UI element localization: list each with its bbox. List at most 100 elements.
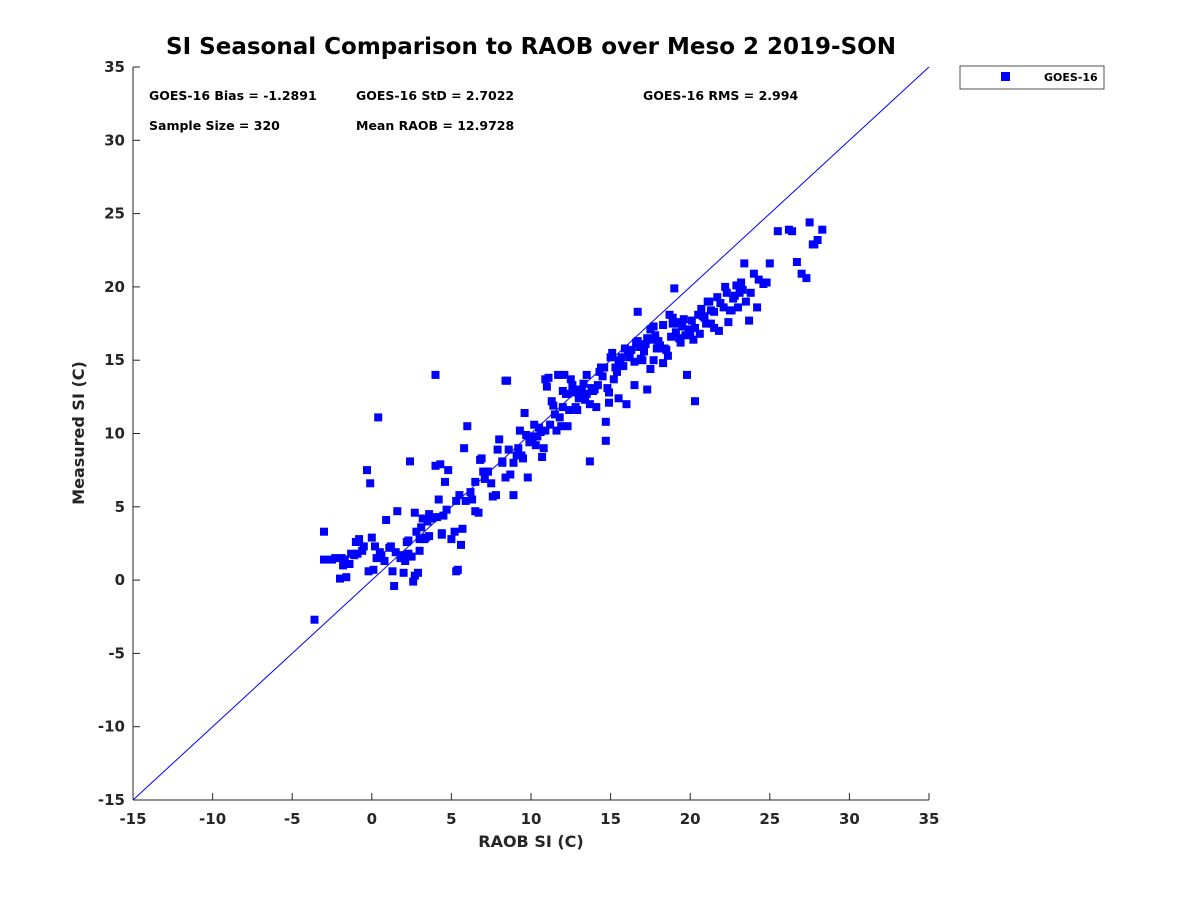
data-point bbox=[484, 467, 492, 476]
stat-rms: GOES-16 RMS = 2.994 bbox=[643, 88, 798, 103]
data-point bbox=[738, 285, 747, 294]
data-point bbox=[536, 428, 545, 436]
data-point bbox=[479, 467, 488, 476]
data-point bbox=[342, 573, 351, 582]
data-point bbox=[547, 397, 556, 406]
chart-title: SI Seasonal Comparison to RAOB over Meso… bbox=[166, 34, 896, 60]
data-point bbox=[706, 306, 715, 315]
data-point bbox=[617, 353, 626, 362]
data-point bbox=[393, 507, 402, 516]
data-point bbox=[345, 560, 354, 568]
y-tick-label: 0 bbox=[115, 571, 125, 589]
data-point bbox=[613, 367, 621, 376]
data-point bbox=[713, 293, 722, 302]
data-point bbox=[372, 554, 381, 563]
x-ticks: -15 -10 -5 0 5 10 15 20 25 30 35 bbox=[119, 793, 939, 828]
data-point bbox=[339, 561, 348, 570]
data-point bbox=[533, 432, 542, 441]
data-point bbox=[667, 332, 676, 341]
data-point bbox=[698, 312, 707, 321]
data-point bbox=[558, 403, 567, 412]
x-tick-label: 15 bbox=[600, 810, 621, 828]
x-tick-label: 10 bbox=[521, 810, 542, 828]
data-point bbox=[463, 422, 472, 431]
data-point bbox=[625, 353, 634, 362]
y-ticks: -15 -10 -5 0 5 10 15 20 25 30 35 bbox=[98, 58, 140, 809]
data-point bbox=[457, 540, 465, 549]
data-point bbox=[676, 338, 685, 347]
data-point bbox=[710, 323, 719, 332]
data-point bbox=[654, 337, 663, 346]
data-point bbox=[577, 385, 586, 394]
data-point bbox=[585, 457, 594, 466]
y-tick-label: 15 bbox=[104, 351, 125, 369]
data-point bbox=[358, 546, 367, 555]
data-point bbox=[441, 477, 449, 486]
y-tick-label: 5 bbox=[115, 498, 125, 516]
data-point bbox=[695, 329, 704, 338]
x-tick-label: 20 bbox=[680, 810, 701, 828]
data-point bbox=[649, 322, 658, 331]
data-point bbox=[714, 326, 723, 335]
data-point bbox=[734, 303, 742, 312]
data-point bbox=[730, 291, 739, 300]
data-point bbox=[514, 444, 523, 453]
data-point bbox=[437, 530, 446, 539]
data-point bbox=[668, 313, 677, 322]
data-point bbox=[399, 568, 408, 577]
data-point bbox=[320, 555, 328, 564]
data-point bbox=[716, 299, 725, 307]
stat-mean-raob: Mean RAOB = 12.9728 bbox=[356, 118, 514, 133]
data-point bbox=[542, 382, 551, 391]
data-point bbox=[582, 389, 591, 398]
x-tick-label: 30 bbox=[839, 810, 860, 828]
data-point bbox=[611, 363, 620, 372]
data-point bbox=[581, 395, 590, 404]
data-point bbox=[563, 422, 572, 431]
data-point bbox=[402, 538, 411, 546]
data-point bbox=[544, 373, 553, 382]
data-point bbox=[450, 527, 459, 536]
data-point bbox=[390, 582, 399, 590]
data-point bbox=[603, 384, 612, 393]
data-point bbox=[745, 316, 754, 325]
data-point bbox=[689, 335, 698, 344]
data-point bbox=[328, 555, 336, 564]
data-point bbox=[535, 423, 543, 432]
data-point bbox=[598, 372, 607, 381]
data-point bbox=[587, 384, 596, 393]
x-tick-label: 5 bbox=[446, 810, 456, 828]
data-point bbox=[595, 367, 604, 376]
data-point bbox=[515, 426, 524, 435]
data-point bbox=[519, 454, 527, 463]
data-point bbox=[691, 323, 699, 332]
data-point bbox=[474, 508, 483, 517]
data-point bbox=[415, 535, 424, 544]
data-point bbox=[525, 438, 534, 447]
data-point bbox=[522, 431, 531, 439]
data-point bbox=[568, 381, 577, 390]
data-point bbox=[727, 306, 736, 315]
data-point bbox=[404, 549, 413, 558]
data-point bbox=[749, 269, 758, 278]
data-point bbox=[366, 479, 375, 488]
data-point bbox=[501, 376, 510, 385]
data-point bbox=[436, 460, 445, 469]
data-point bbox=[415, 546, 424, 555]
data-point bbox=[566, 375, 575, 384]
data-point bbox=[428, 514, 437, 523]
data-point bbox=[466, 488, 475, 497]
data-point bbox=[737, 278, 746, 287]
data-point bbox=[754, 275, 763, 284]
data-point bbox=[681, 331, 690, 340]
data-point bbox=[568, 388, 577, 397]
data-point bbox=[635, 343, 644, 351]
data-point bbox=[592, 403, 601, 412]
data-point bbox=[585, 400, 594, 409]
data-point bbox=[410, 508, 419, 517]
x-tick-label: 25 bbox=[759, 810, 780, 828]
stat-sample-size: Sample Size = 320 bbox=[149, 118, 280, 133]
data-point bbox=[582, 370, 591, 379]
data-point bbox=[364, 567, 373, 576]
data-point bbox=[741, 297, 750, 306]
